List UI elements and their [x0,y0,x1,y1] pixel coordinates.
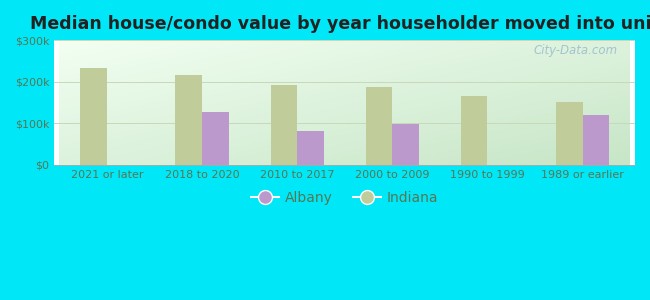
Bar [556,102,582,165]
Bar [461,96,488,165]
Legend: Albany, Indiana: Albany, Indiana [246,185,444,210]
Bar [270,85,297,165]
Bar [297,131,324,165]
Bar [202,112,229,165]
Bar [176,76,202,165]
Bar [80,68,107,165]
Title: Median house/condo value by year householder moved into unit: Median house/condo value by year househo… [30,15,650,33]
Bar [582,115,609,165]
Text: City-Data.com: City-Data.com [534,44,618,57]
Bar [393,124,419,165]
Bar [366,87,393,165]
